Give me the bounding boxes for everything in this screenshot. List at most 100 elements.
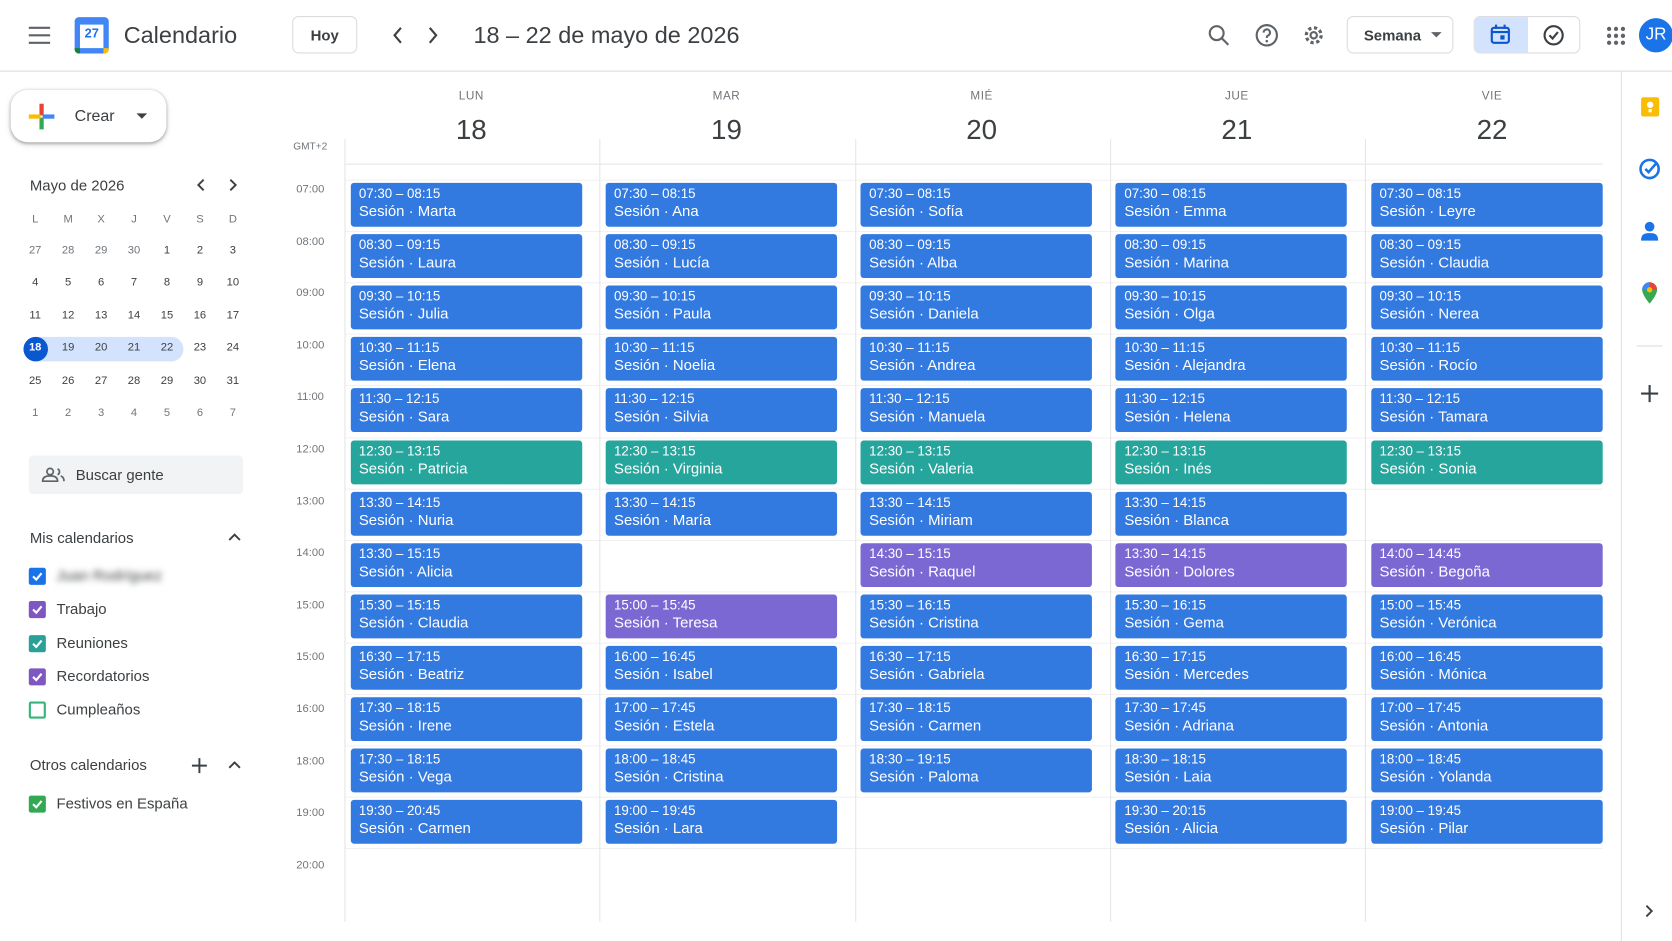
calendar-checkbox[interactable] xyxy=(28,601,46,619)
event[interactable]: 12:30 – 13:15 Sesión · Sonia xyxy=(1370,440,1603,484)
event[interactable]: 09:30 – 10:15 Sesión · Daniela xyxy=(860,285,1093,330)
event[interactable]: 08:30 – 09:15 Sesión · Marina xyxy=(1115,234,1348,279)
mini-day[interactable]: 6 xyxy=(196,406,204,420)
mini-day[interactable]: 20 xyxy=(94,341,108,355)
event[interactable]: 16:30 – 17:15 Sesión · Beatriz xyxy=(350,645,582,690)
event[interactable]: 07:30 – 08:15 Sesión · Emma xyxy=(1115,182,1348,227)
event[interactable]: 15:00 – 15:45 Sesión · Teresa xyxy=(605,594,837,639)
mini-next-button[interactable] xyxy=(229,178,238,192)
event[interactable]: 15:30 – 16:15 Sesión · Gema xyxy=(1115,594,1348,639)
event[interactable]: 19:30 – 20:15 Sesión · Alicia xyxy=(1115,800,1348,844)
maps-button[interactable] xyxy=(1642,282,1658,304)
mini-day[interactable]: 29 xyxy=(160,373,174,387)
mini-day[interactable]: 27 xyxy=(94,373,108,387)
mini-day[interactable]: 24 xyxy=(226,341,240,355)
day-number[interactable]: 18 xyxy=(455,113,487,146)
apps-button[interactable] xyxy=(1606,26,1626,45)
event[interactable]: 09:30 – 10:15 Sesión · Nerea xyxy=(1370,285,1603,330)
event[interactable]: 14:00 – 14:45 Sesión · Begoña xyxy=(1370,542,1603,587)
mini-day[interactable]: 2 xyxy=(196,243,204,257)
mini-day[interactable]: 21 xyxy=(127,341,141,355)
event[interactable]: 11:30 – 12:15 Sesión · Sara xyxy=(350,388,582,433)
calendar-checkbox[interactable] xyxy=(28,795,46,813)
event[interactable]: 18:00 – 18:45 Sesión · Yolanda xyxy=(1370,748,1603,793)
prev-week-button[interactable] xyxy=(391,27,404,44)
mini-day[interactable]: 16 xyxy=(193,308,207,322)
event[interactable]: 15:00 – 15:45 Sesión · Verónica xyxy=(1370,594,1603,639)
event[interactable]: 17:30 – 17:45 Sesión · Adriana xyxy=(1115,697,1348,742)
mini-day[interactable]: 28 xyxy=(61,243,75,257)
mini-day[interactable]: 7 xyxy=(130,276,138,290)
event[interactable]: 19:00 – 19:45 Sesión · Lara xyxy=(605,800,837,844)
event[interactable]: 18:30 – 18:15 Sesión · Laia xyxy=(1115,748,1348,793)
mini-day[interactable]: 12 xyxy=(61,308,75,322)
mini-day[interactable]: 3 xyxy=(97,406,105,420)
mini-day[interactable]: 29 xyxy=(94,243,108,257)
help-button[interactable] xyxy=(1255,24,1278,48)
mini-day[interactable]: 8 xyxy=(163,276,171,290)
mini-day[interactable]: 25 xyxy=(28,373,42,387)
event[interactable]: 16:00 – 16:45 Sesión · Isabel xyxy=(605,645,837,690)
event[interactable]: 16:30 – 17:15 Sesión · Gabriela xyxy=(860,645,1093,690)
mini-day[interactable]: 11 xyxy=(29,308,42,322)
collapse-panel-button[interactable] xyxy=(1645,905,1654,918)
mini-day[interactable]: 9 xyxy=(196,276,204,290)
mini-day[interactable]: 5 xyxy=(163,406,171,420)
event[interactable]: 12:30 – 13:15 Sesión · Virginia xyxy=(605,440,837,484)
mini-day[interactable]: 30 xyxy=(127,243,141,257)
event[interactable]: 19:30 – 20:45 Sesión · Carmen xyxy=(350,800,582,844)
tasks-button[interactable] xyxy=(1639,158,1660,180)
event[interactable]: 12:30 – 13:15 Sesión · Inés xyxy=(1115,440,1348,484)
event[interactable]: 18:30 – 19:15 Sesión · Paloma xyxy=(860,748,1093,793)
mini-day[interactable]: 2 xyxy=(65,406,72,420)
event[interactable]: 17:00 – 17:45 Sesión · Estela xyxy=(605,697,837,742)
event[interactable]: 11:30 – 12:15 Sesión · Tamara xyxy=(1370,388,1603,433)
mini-prev-button[interactable] xyxy=(196,178,205,192)
calendar-checkbox[interactable] xyxy=(28,668,46,686)
event[interactable]: 10:30 – 11:15 Sesión · Noelia xyxy=(605,337,837,381)
event[interactable]: 07:30 – 08:15 Sesión · Ana xyxy=(605,182,837,227)
event[interactable]: 09:30 – 10:15 Sesión · Julia xyxy=(350,285,582,330)
event[interactable]: 11:30 – 12:15 Sesión · Manuela xyxy=(860,388,1093,433)
contacts-button[interactable] xyxy=(1641,221,1659,241)
menu-button[interactable] xyxy=(28,26,51,45)
day-number[interactable]: 22 xyxy=(1476,113,1508,146)
event[interactable]: 16:00 – 16:45 Sesión · Mónica xyxy=(1370,645,1603,690)
day-number[interactable]: 19 xyxy=(711,113,742,146)
day-number[interactable]: 21 xyxy=(1221,113,1253,146)
event[interactable]: 13:30 – 14:15 Sesión · Nuria xyxy=(350,491,582,536)
mini-day[interactable]: 1 xyxy=(32,406,39,420)
add-addon-button[interactable] xyxy=(1641,384,1659,403)
view-selector[interactable]: Semana xyxy=(1346,16,1454,54)
search-people-box[interactable] xyxy=(28,455,244,495)
mini-day-today[interactable]: 18 xyxy=(28,341,42,355)
mini-day[interactable]: 22 xyxy=(160,341,174,355)
add-calendar-button[interactable] xyxy=(191,758,207,774)
event[interactable]: 17:30 – 18:15 Sesión · Irene xyxy=(350,697,582,742)
calendar-checkbox[interactable] xyxy=(28,634,46,652)
my-calendars-collapse[interactable] xyxy=(228,533,241,542)
calendar-checkbox[interactable] xyxy=(28,701,46,719)
other-calendars-collapse[interactable] xyxy=(228,760,241,769)
event[interactable]: 07:30 – 08:15 Sesión · Marta xyxy=(350,182,582,227)
event[interactable]: 08:30 – 09:15 Sesión · Laura xyxy=(350,234,582,279)
event[interactable]: 10:30 – 11:15 Sesión · Rocío xyxy=(1370,337,1603,381)
mini-day[interactable]: 6 xyxy=(97,276,105,290)
event[interactable]: 15:30 – 16:15 Sesión · Cristina xyxy=(860,594,1093,639)
event[interactable]: 18:00 – 18:45 Sesión · Cristina xyxy=(605,748,837,793)
event[interactable]: 14:30 – 15:15 Sesión · Raquel xyxy=(860,542,1093,587)
next-week-button[interactable] xyxy=(427,27,440,44)
event[interactable]: 12:30 – 13:15 Sesión · Valeria xyxy=(860,440,1093,484)
event[interactable]: 17:30 – 18:15 Sesión · Vega xyxy=(350,748,582,793)
event[interactable]: 07:30 – 08:15 Sesión · Leyre xyxy=(1370,182,1603,227)
today-button[interactable]: Hoy xyxy=(292,16,358,54)
mini-day[interactable]: 13 xyxy=(94,308,108,322)
event[interactable]: 09:30 – 10:15 Sesión · Olga xyxy=(1115,285,1348,330)
keep-button[interactable] xyxy=(1641,97,1660,117)
event[interactable]: 08:30 – 09:15 Sesión · Claudia xyxy=(1370,234,1603,279)
event[interactable]: 10:30 – 11:15 Sesión · Elena xyxy=(350,337,582,381)
settings-button[interactable] xyxy=(1302,24,1325,48)
calendar-checkbox[interactable] xyxy=(28,567,46,585)
mini-day[interactable]: 14 xyxy=(127,308,141,322)
event[interactable]: 08:30 – 09:15 Sesión · Alba xyxy=(860,234,1093,279)
